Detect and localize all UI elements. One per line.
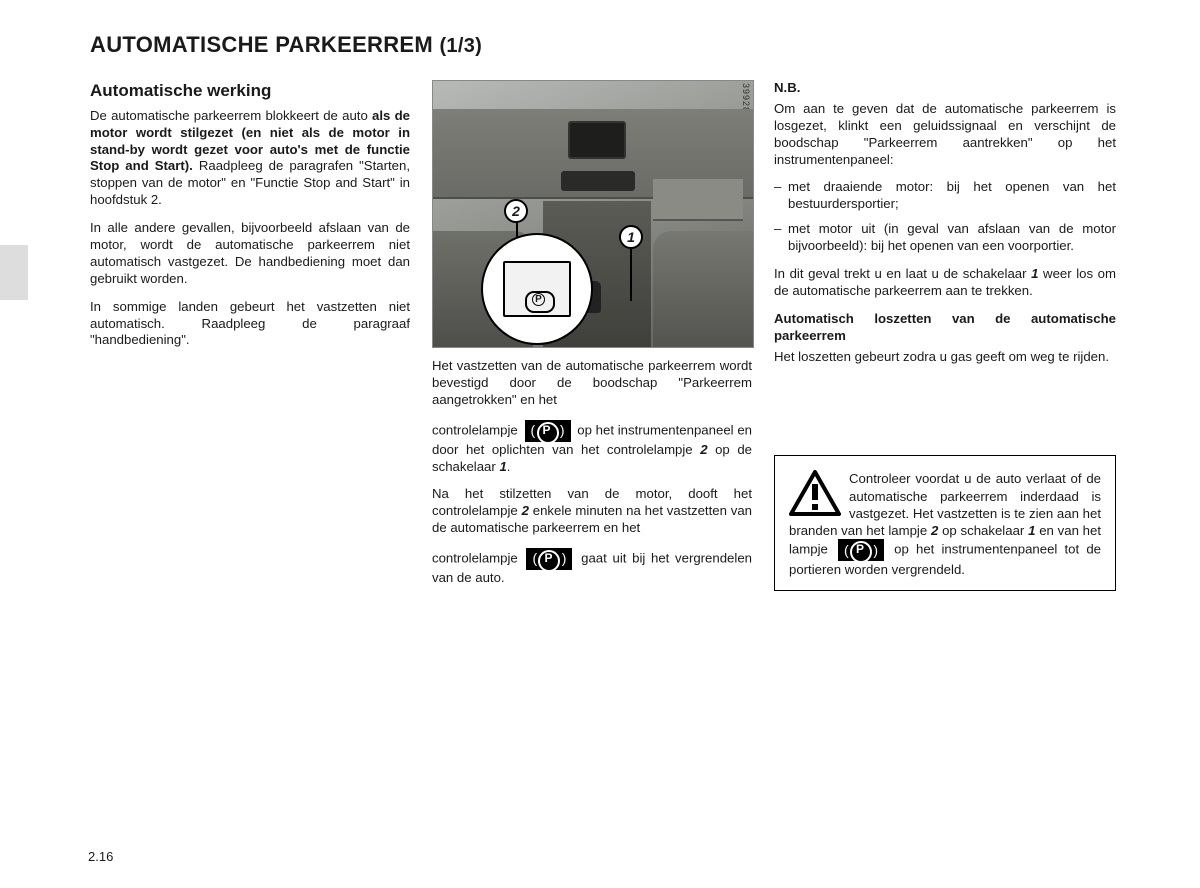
- col3-p2: In dit geval trekt u en laat u de schake…: [774, 266, 1116, 300]
- column-3: N.B. Om aan te geven dat de automatische…: [774, 80, 1116, 598]
- glovebox-shape: [653, 179, 743, 221]
- col3-sub2: Automatisch loszetten van de automatisch…: [774, 311, 1116, 345]
- center-vents: [561, 171, 635, 191]
- col3-li2: met motor uit (in geval van afslaan van …: [788, 221, 1116, 255]
- col2-p2-ref1: 1: [499, 459, 506, 474]
- col2-p2-ref2: 2: [700, 442, 707, 457]
- title-main: AUTOMATISCHE PARKEERREM: [90, 32, 433, 57]
- column-2: 39928 2 1 P Het vastzette: [432, 80, 774, 598]
- chapter-tab: [0, 245, 28, 300]
- col1-p1-a: De automatische parkeerrem blokkeert de …: [90, 108, 372, 123]
- callout-1-leader: [630, 247, 632, 301]
- col3-p2-a: In dit geval trekt u en laat u de schake…: [774, 266, 1031, 281]
- page-number: 2.16: [88, 849, 113, 864]
- parking-brake-icon: (): [525, 420, 571, 442]
- col2-p3: Na het stilzetten van de motor, dooft he…: [432, 486, 752, 537]
- manual-page: AUTOMATISCHE PARKEERREM (1/3) Automatisc…: [0, 0, 1200, 888]
- col2-p2-a: controlelampje: [432, 422, 522, 437]
- warning-t2: op schakelaar: [938, 523, 1028, 538]
- p-symbol-small: P: [532, 293, 545, 306]
- col1-subhead: Automatische werking: [90, 80, 410, 102]
- col2-p2-d: .: [507, 459, 511, 474]
- nb-label: N.B.: [774, 80, 1116, 97]
- warning-triangle-icon: [789, 470, 841, 518]
- col3-list: met draaiende motor: bij het openen van …: [774, 179, 1116, 255]
- passenger-seat: [653, 231, 753, 348]
- col3-p1: Om aan te geven dat de automatische park…: [774, 101, 1116, 169]
- warning-t4: op het instrumentenpaneel tot de portier…: [789, 542, 1101, 578]
- page-title: AUTOMATISCHE PARKEERREM (1/3): [90, 32, 1160, 58]
- col1-p3: In sommige landen gebeurt het vastzetten…: [90, 299, 410, 350]
- col1-p1: De automatische parkeerrem blokkeert de …: [90, 108, 410, 209]
- column-1: Automatische werking De automatische par…: [90, 80, 432, 598]
- parking-brake-detail: P: [481, 233, 593, 345]
- col3-p3: Het loszetten gebeurt zodra u gas geeft …: [774, 349, 1116, 366]
- warning-box: Controleer voordat u de auto verlaat of …: [774, 455, 1116, 591]
- infotainment-screen: [568, 121, 626, 159]
- brake-switch-shape: P: [503, 261, 571, 317]
- col2-p4-a: controlelampje: [432, 551, 523, 566]
- col3-li1: met draaiende motor: bij het openen van …: [788, 179, 1116, 213]
- col1-p2: In alle andere gevallen, bijvoorbeeld af…: [90, 220, 410, 288]
- callout-1-label: 1: [619, 225, 643, 249]
- content-columns: Automatische werking De automatische par…: [90, 80, 1160, 598]
- parking-brake-icon: (): [838, 539, 884, 561]
- dashboard-figure: 39928 2 1 P: [432, 80, 754, 348]
- col2-p2: controlelampje () op het instrumentenpan…: [432, 420, 752, 476]
- callout-2-label: 2: [504, 199, 528, 223]
- title-part: (1/3): [439, 35, 482, 57]
- col2-p1: Het vastzetten van de automatische parke…: [432, 358, 752, 409]
- col2-p4: controlelampje () gaat uit bij het vergr…: [432, 548, 752, 587]
- parking-brake-icon: (): [526, 548, 572, 570]
- col2-p3-ref2: 2: [522, 503, 529, 518]
